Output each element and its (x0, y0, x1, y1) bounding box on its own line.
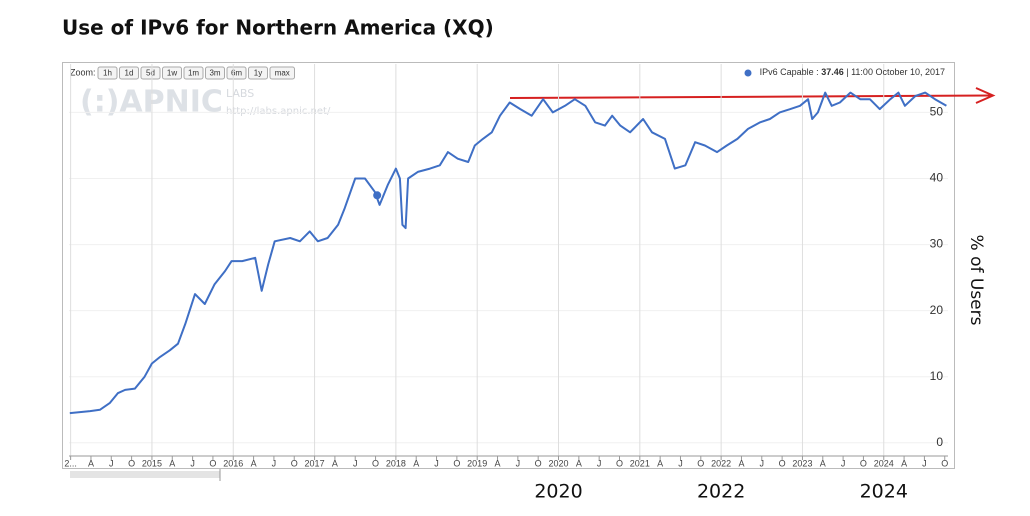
zoom-button[interactable] (226, 66, 247, 80)
zoom-button-label: 6m (231, 69, 242, 78)
zoom-button[interactable] (269, 66, 295, 80)
x-tick-label: A (495, 458, 501, 468)
x-tick-label: O (616, 458, 623, 468)
legend-separator: | (846, 67, 848, 77)
y-tick-label: 30 (930, 237, 944, 251)
x-tick-label: O (291, 458, 298, 468)
zoom-button-label: 1y (254, 69, 262, 78)
x-tick-label: O (779, 458, 786, 468)
x-tick-label: A (413, 458, 419, 468)
chart-title: Use of IPv6 for Northern America (XQ) (62, 16, 494, 40)
zoom-button-label: 3m (209, 69, 220, 78)
x-tick-label: O (860, 458, 867, 468)
zoom-label: Zoom: (70, 67, 96, 77)
x-tick-label: J (190, 458, 195, 468)
x-tick-label: 2020 (548, 458, 568, 468)
x-tick-label: 2... (64, 458, 77, 468)
x-tick-label: J (678, 458, 683, 468)
x-tick-label: O (453, 458, 460, 468)
tooltip-point (373, 191, 382, 200)
chart-frame (62, 62, 955, 469)
x-tick-label: A (901, 458, 907, 468)
x-tick-label: O (535, 458, 542, 468)
x-tick-label: A (657, 458, 663, 468)
zoom-button[interactable] (183, 66, 204, 80)
y-tick-label: 20 (930, 303, 944, 317)
legend-time: 11:00 October 10, 2017 (851, 67, 945, 77)
y-tick-label: 10 (930, 369, 944, 383)
y-tick-label: 0 (936, 435, 943, 449)
legend-separator: : (816, 67, 819, 77)
annotation: 2020 (534, 481, 582, 503)
zoom-button[interactable] (97, 66, 118, 80)
zoom-button-label: max (275, 69, 290, 78)
x-tick-label: 2022 (711, 458, 731, 468)
x-tick-label: J (516, 458, 521, 468)
x-tick-label: J (272, 458, 277, 468)
x-tick-label: 2018 (386, 458, 406, 468)
legend-text: IPv6 Capable : 37.46 | 11:00 October 10,… (760, 67, 945, 77)
y-tick-label: 40 (930, 171, 944, 185)
y-axis-label: % of Users (966, 235, 986, 326)
zoom-button-label: 1h (103, 69, 112, 78)
zoom-button[interactable] (162, 66, 182, 80)
zoom-button[interactable] (248, 66, 268, 80)
x-tick-label: J (922, 458, 927, 468)
x-tick-label: J (760, 458, 765, 468)
annotation-arrowhead (975, 87, 996, 104)
x-tick-label: O (128, 458, 135, 468)
zoom-button[interactable] (205, 66, 225, 80)
zoom-button-label: 1m (188, 69, 199, 78)
legend-series-name: IPv6 Capable (760, 67, 814, 77)
x-tick-label: O (697, 458, 704, 468)
x-tick-label: A (332, 458, 338, 468)
x-tick-label: A (251, 458, 257, 468)
watermark-labs: LABS (226, 87, 254, 100)
zoom-button-label: 1w (167, 69, 177, 78)
zoom-button-label: 1d (125, 69, 134, 78)
x-tick-label: O (372, 458, 379, 468)
x-tick-label: 2021 (630, 458, 650, 468)
x-tick-label: A (820, 458, 826, 468)
zoom-button[interactable] (119, 66, 139, 80)
annotation: 2024 (860, 481, 908, 503)
x-tick-label: 2019 (467, 458, 487, 468)
x-tick-label: 2023 (792, 458, 812, 468)
x-tick-label: A (576, 458, 582, 468)
x-tick-label: J (841, 458, 846, 468)
zoom-button-label: 5d (146, 69, 155, 78)
watermark-url: http://labs.apnic.net/ (226, 106, 331, 117)
x-tick-label: J (434, 458, 439, 468)
x-tick-label: 2017 (305, 458, 325, 468)
navigator-bar (70, 471, 220, 478)
x-tick-label: 2015 (142, 458, 162, 468)
x-tick-label: A (169, 458, 175, 468)
x-tick-label: J (353, 458, 358, 468)
x-tick-label: J (597, 458, 602, 468)
y-tick-label: 50 (930, 105, 944, 119)
legend-value: 37.46 (821, 67, 844, 77)
x-tick-label: J (109, 458, 114, 468)
x-tick-label: A (88, 458, 94, 468)
zoom-button[interactable] (140, 66, 161, 80)
legend: IPv6 Capable : 37.46 | 11:00 October 10,… (744, 67, 945, 77)
annotation-arrow (509, 94, 993, 99)
x-tick-label: 2024 (874, 458, 894, 468)
annotation: 2022 (697, 481, 745, 503)
x-tick-label: A (738, 458, 744, 468)
legend-swatch (744, 69, 752, 77)
x-tick-label: O (209, 458, 216, 468)
x-tick-label: O (941, 458, 948, 468)
series-line (69, 91, 947, 415)
x-tick-label: 2016 (223, 458, 243, 468)
